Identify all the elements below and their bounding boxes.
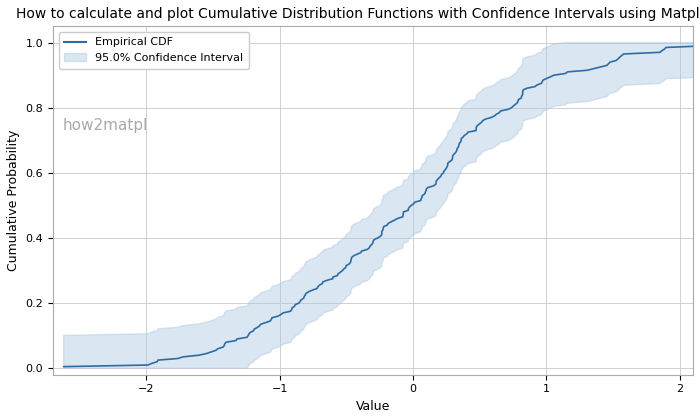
X-axis label: Value: Value [356, 400, 390, 413]
Text: how2matpl: how2matpl [63, 118, 148, 133]
Y-axis label: Cumulative Probability: Cumulative Probability [7, 130, 20, 271]
Title: How to calculate and plot Cumulative Distribution Functions with Confidence Inte: How to calculate and plot Cumulative Dis… [16, 7, 700, 21]
Legend: Empirical CDF, 95.0% Confidence Interval: Empirical CDF, 95.0% Confidence Interval [59, 32, 249, 68]
